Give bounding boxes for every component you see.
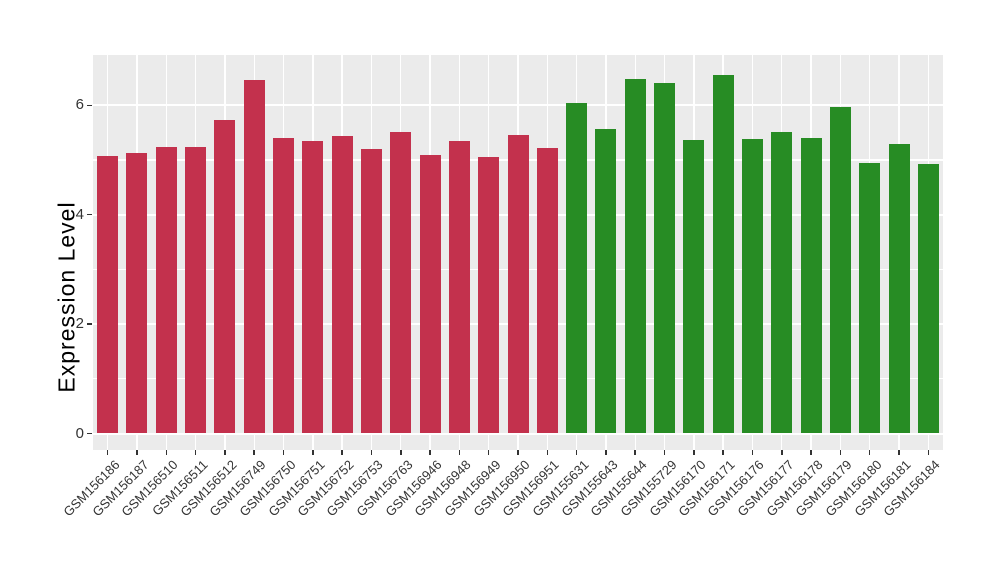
x-tick-mark xyxy=(927,450,930,455)
bar xyxy=(829,106,851,434)
y-tick-label: 2 xyxy=(75,315,84,333)
bar xyxy=(771,132,793,434)
x-tick-mark xyxy=(429,450,431,455)
y-tick-mark xyxy=(87,432,92,435)
bar xyxy=(566,102,588,434)
bar xyxy=(800,137,822,434)
x-tick-mark xyxy=(370,450,373,455)
x-tick-mark xyxy=(605,450,607,455)
x-tick-mark xyxy=(282,450,285,455)
x-tick-mark xyxy=(312,450,314,455)
bar xyxy=(390,131,412,434)
bar xyxy=(859,162,881,434)
bar xyxy=(126,152,148,434)
bar xyxy=(712,74,734,434)
bar xyxy=(683,139,705,434)
bar xyxy=(536,147,558,434)
y-tick-mark xyxy=(87,323,92,325)
y-tick-label: 6 xyxy=(75,96,84,114)
bar xyxy=(448,140,470,434)
x-tick-mark xyxy=(517,450,519,455)
x-tick-mark xyxy=(253,450,255,455)
bar xyxy=(595,129,617,434)
bar xyxy=(273,137,295,434)
y-tick-label: 4 xyxy=(75,205,84,223)
x-tick-mark xyxy=(341,450,343,455)
x-tick-mark xyxy=(663,450,666,455)
bar xyxy=(214,119,236,434)
x-tick-mark xyxy=(634,450,636,455)
x-tick-mark xyxy=(136,450,138,455)
bar xyxy=(243,80,265,434)
x-tick-mark xyxy=(781,450,783,455)
x-tick-mark xyxy=(458,450,461,455)
bar xyxy=(654,82,676,434)
bar xyxy=(185,147,207,434)
x-tick-mark xyxy=(722,450,724,455)
y-tick-label: 0 xyxy=(75,424,84,442)
bar xyxy=(624,79,646,434)
x-tick-mark xyxy=(224,450,226,455)
x-tick-mark xyxy=(546,450,549,455)
bar xyxy=(97,156,119,434)
bar xyxy=(478,156,500,434)
x-tick-mark xyxy=(194,450,197,455)
y-axis-title: Expression Level xyxy=(53,201,80,393)
bar xyxy=(888,143,910,434)
bar xyxy=(917,164,939,434)
x-tick-mark xyxy=(575,450,578,455)
x-tick-mark xyxy=(810,450,812,455)
x-tick-mark xyxy=(839,450,842,455)
y-tick-mark xyxy=(87,104,92,107)
y-tick-mark xyxy=(87,213,92,216)
x-tick-mark xyxy=(868,450,871,455)
x-tick-mark xyxy=(693,450,695,455)
x-tick-mark xyxy=(898,450,900,455)
x-tick-mark xyxy=(487,450,490,455)
bar xyxy=(360,149,382,434)
bar xyxy=(155,147,177,434)
x-tick-mark xyxy=(165,450,168,455)
x-tick-mark xyxy=(751,450,754,455)
bar xyxy=(419,155,441,434)
x-tick-mark xyxy=(400,450,402,455)
bar xyxy=(741,138,763,434)
plot-panel xyxy=(93,55,943,450)
bar xyxy=(331,136,353,434)
bar xyxy=(507,134,529,434)
bar xyxy=(302,140,324,434)
x-tick-mark xyxy=(106,450,109,455)
